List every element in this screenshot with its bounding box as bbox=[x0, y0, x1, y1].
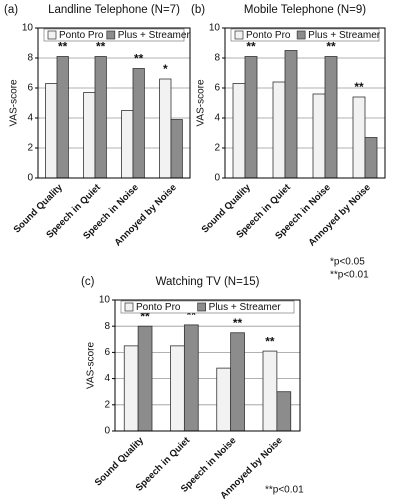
plot-frame bbox=[37, 27, 191, 179]
significance-marker: ** bbox=[265, 334, 275, 348]
y-tick-label: 2 bbox=[27, 143, 33, 154]
chart-title: Mobile Telephone (N=9) bbox=[244, 4, 366, 16]
significance-marker: ** bbox=[140, 309, 150, 323]
bar bbox=[230, 332, 245, 432]
bar bbox=[170, 119, 183, 179]
significance-marker: ** bbox=[187, 308, 197, 322]
y-tick-label: 0 bbox=[104, 426, 110, 437]
y-tick-label: 10 bbox=[99, 295, 111, 306]
bar bbox=[216, 367, 232, 432]
bar bbox=[352, 96, 366, 179]
bar bbox=[244, 56, 258, 179]
y-tick-label: 10 bbox=[22, 23, 34, 34]
bar bbox=[324, 56, 338, 179]
bar bbox=[45, 83, 58, 179]
significance-marker: ** bbox=[96, 40, 106, 54]
legend-label: Plus + Streamer bbox=[209, 302, 282, 313]
bar bbox=[272, 81, 286, 179]
y-tick-label: 4 bbox=[214, 113, 220, 124]
y-tick-label: 2 bbox=[214, 143, 220, 154]
bar bbox=[83, 92, 96, 179]
panel-label: (b) bbox=[191, 4, 205, 16]
bar bbox=[94, 56, 107, 179]
significance-marker: ** bbox=[58, 40, 68, 54]
bar bbox=[121, 110, 134, 179]
chart-title: Watching TV (N=15) bbox=[156, 276, 260, 288]
significance-marker: ** bbox=[233, 316, 243, 330]
bar bbox=[276, 391, 292, 432]
plot-frame bbox=[224, 27, 386, 179]
y-axis-label: VAS-score bbox=[196, 79, 207, 126]
legend-swatch bbox=[47, 30, 57, 40]
footnote: *p<0.05 bbox=[330, 257, 365, 268]
legend-swatch bbox=[197, 302, 207, 312]
plot-frame bbox=[114, 299, 301, 432]
legend-label: Ponto Pro bbox=[136, 302, 181, 313]
significance-marker: ** bbox=[134, 52, 144, 66]
legend-swatch bbox=[234, 30, 244, 40]
significance-marker: ** bbox=[354, 80, 364, 94]
bar bbox=[137, 325, 153, 432]
y-tick-label: 6 bbox=[214, 83, 220, 94]
y-tick-label: 8 bbox=[104, 321, 110, 332]
bar bbox=[232, 83, 246, 179]
y-tick-label: 0 bbox=[27, 173, 33, 184]
footnote: **p<0.01 bbox=[330, 270, 369, 281]
y-tick-label: 6 bbox=[27, 83, 33, 94]
y-axis-label: VAS-score bbox=[86, 342, 97, 389]
bar bbox=[284, 50, 298, 179]
y-tick-label: 0 bbox=[214, 173, 220, 184]
bar bbox=[132, 68, 145, 179]
bar bbox=[364, 137, 378, 179]
y-tick-label: 4 bbox=[104, 373, 110, 384]
legend-swatch bbox=[106, 30, 116, 40]
significance-marker: ** bbox=[326, 40, 336, 54]
y-axis-label: VAS-score bbox=[9, 79, 20, 126]
bar bbox=[312, 93, 326, 179]
bar bbox=[170, 345, 185, 432]
legend-label: Plus + Streamer bbox=[308, 30, 381, 41]
y-tick-label: 10 bbox=[209, 23, 221, 34]
footnote: **p<0.01 bbox=[265, 485, 304, 496]
bar bbox=[123, 345, 139, 432]
panel-label: (c) bbox=[81, 276, 95, 288]
legend-swatch bbox=[296, 30, 306, 40]
y-tick-label: 8 bbox=[27, 53, 33, 64]
significance-marker: ** bbox=[246, 40, 256, 54]
legend-label: Plus + Streamer bbox=[118, 30, 191, 41]
y-tick-label: 4 bbox=[27, 113, 33, 124]
legend-box bbox=[120, 300, 295, 314]
bar bbox=[262, 350, 278, 432]
legend-label: Ponto Pro bbox=[59, 30, 104, 41]
bar bbox=[183, 324, 199, 432]
legend-label: Ponto Pro bbox=[246, 30, 291, 41]
panel-label: (a) bbox=[4, 4, 18, 16]
y-tick-label: 8 bbox=[214, 53, 220, 64]
legend-swatch bbox=[124, 302, 134, 312]
y-tick-label: 6 bbox=[104, 347, 110, 358]
bar bbox=[56, 56, 69, 179]
y-tick-label: 2 bbox=[104, 399, 110, 410]
significance-marker: * bbox=[163, 62, 168, 76]
bar bbox=[159, 78, 172, 179]
chart-title: Landline Telephone (N=7) bbox=[48, 4, 180, 16]
